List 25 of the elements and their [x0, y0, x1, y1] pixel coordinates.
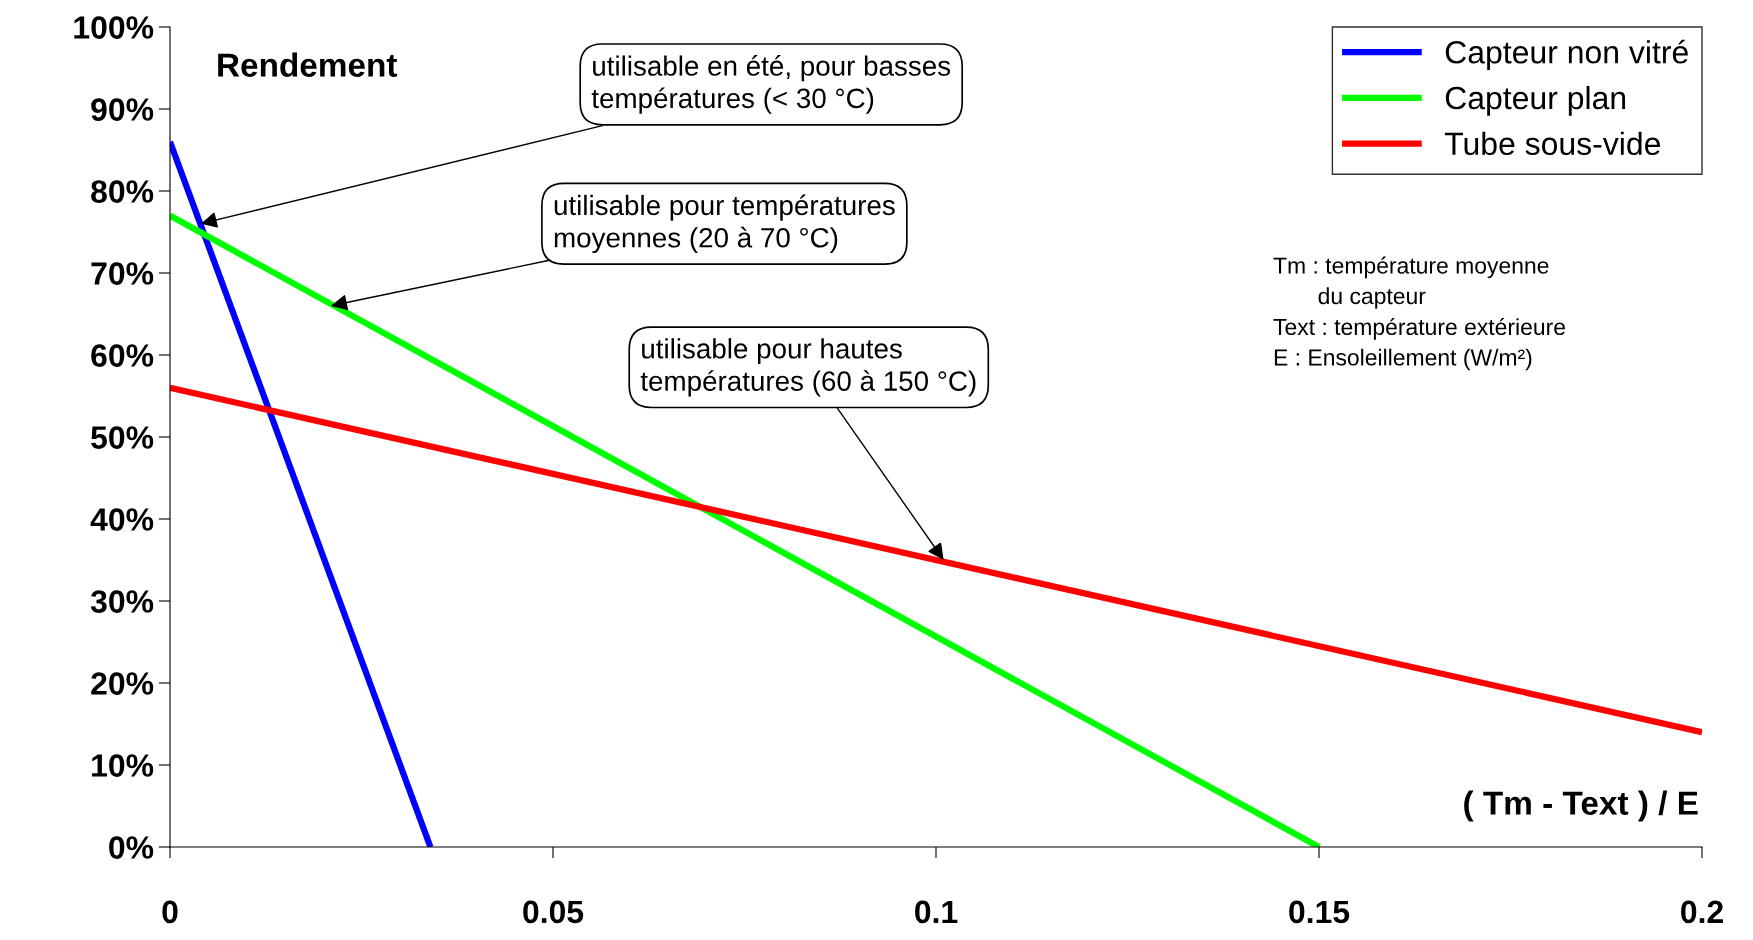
y-axis-title: Rendement	[218, 52, 398, 77]
x-tick-label: 0.15	[1289, 900, 1350, 924]
x-tick-label: 0.1	[915, 900, 958, 924]
y-tick-label: 90%	[91, 98, 154, 121]
x-tick-label: 0	[162, 900, 178, 924]
y-tick-label: 30%	[90, 590, 154, 613]
y-tick-label: 10%	[92, 754, 154, 777]
y-tick-label: 70%	[91, 262, 154, 285]
x-axis-title: ( Tm - Text ) / E	[1464, 790, 1698, 822]
annotation: Tm : température moyenne du capteur Text : température extérieure E : Ensoleillement (W/m²)	[1273, 256, 1565, 371]
y-tick-label: 20%	[91, 672, 154, 695]
legend-label: Capteur non vitré	[1445, 39, 1688, 70]
y-tick-label: 50%	[91, 426, 154, 449]
y-tick-label: 60%	[91, 344, 154, 367]
legend-label: Capteur plan	[1445, 85, 1626, 116]
y-tick-label: 40%	[90, 508, 154, 531]
y-tick-label: 0%	[109, 836, 154, 859]
y-tick-label: 100%	[74, 16, 154, 39]
annotation: utilisable pour températures moyennes (20 à 70 °C)	[554, 194, 895, 254]
x-tick-label: 0.2	[1681, 900, 1723, 924]
legend-label: Tube sous-vide	[1444, 131, 1660, 156]
x-tick-label: 0.05	[523, 900, 584, 924]
y-tick-label: 80%	[91, 180, 154, 203]
annotation: utilisable en été, pour basses températures (< 30 °C)	[591, 55, 951, 114]
annotation: utilisable pour hautes températures (60 à 150 °C)	[640, 338, 976, 397]
